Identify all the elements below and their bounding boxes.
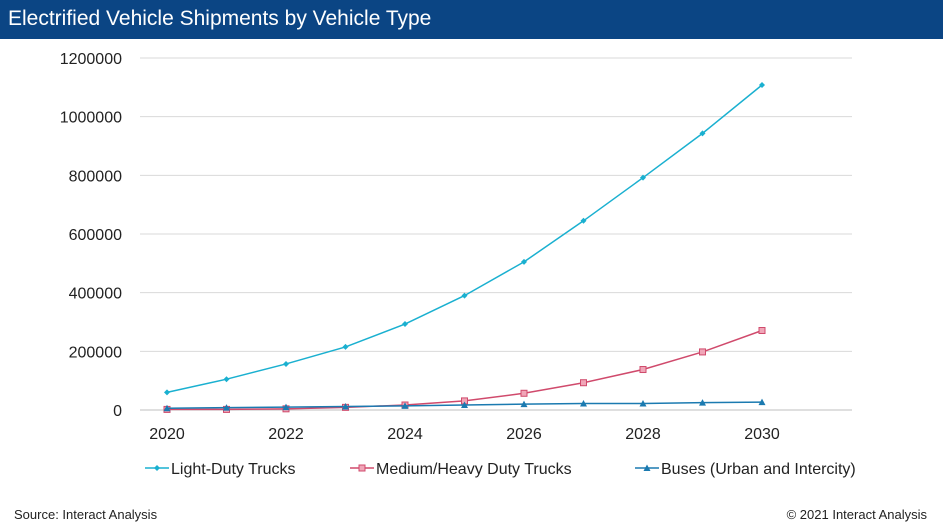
copyright-note: © 2021 Interact Analysis bbox=[786, 507, 927, 522]
data-point bbox=[639, 400, 647, 407]
legend-label: Medium/Heavy Duty Trucks bbox=[376, 461, 572, 478]
x-tick-label: 2026 bbox=[506, 426, 542, 443]
data-point bbox=[163, 404, 171, 412]
y-tick-label: 200000 bbox=[69, 344, 122, 361]
data-point bbox=[164, 389, 170, 396]
data-point bbox=[401, 402, 409, 409]
legend: Light-Duty Trucks Medium/Heavy Duty Truck… bbox=[145, 461, 856, 478]
x-tick-label: 2024 bbox=[387, 426, 423, 443]
y-tick-label: 1200000 bbox=[60, 51, 122, 68]
data-point bbox=[461, 401, 468, 409]
series-group bbox=[163, 327, 766, 413]
legend-label: Light-Duty Trucks bbox=[171, 461, 295, 478]
data-point bbox=[580, 217, 587, 224]
data-point bbox=[358, 464, 366, 472]
data-point bbox=[283, 360, 289, 367]
y-tick-label: 800000 bbox=[69, 168, 122, 185]
x-tick-label: 2030 bbox=[744, 426, 780, 443]
data-point bbox=[580, 379, 587, 387]
legend-item: Buses (Urban and Intercity) bbox=[635, 461, 856, 478]
data-point bbox=[699, 130, 706, 137]
series-group bbox=[164, 81, 765, 396]
series bbox=[163, 81, 766, 413]
data-point bbox=[154, 465, 160, 471]
y-tick-label: 600000 bbox=[69, 227, 122, 244]
data-point bbox=[342, 402, 349, 410]
x-tick-label: 2020 bbox=[149, 426, 185, 443]
line-chart: 0 200000 400000 600000 800000 1000000 1200000 2… bbox=[60, 51, 856, 478]
series-line bbox=[166, 84, 763, 394]
y-tick-label: 400000 bbox=[69, 286, 122, 303]
data-point bbox=[521, 258, 527, 265]
source-note: Source: Interact Analysis bbox=[14, 507, 158, 522]
title-bar: Electrified Vehicle Shipments by Vehicle… bbox=[0, 0, 943, 39]
data-point bbox=[223, 404, 230, 411]
series-group bbox=[163, 398, 766, 412]
data-point bbox=[282, 403, 290, 411]
data-point bbox=[342, 343, 349, 350]
y-tick-label: 0 bbox=[113, 403, 122, 420]
data-point bbox=[461, 292, 468, 299]
x-tick-label: 2028 bbox=[625, 426, 661, 443]
data-point bbox=[699, 348, 706, 356]
legend-item: Light-Duty Trucks bbox=[145, 461, 295, 478]
grid bbox=[140, 57, 852, 352]
page-title: Electrified Vehicle Shipments by Vehicle… bbox=[8, 7, 432, 30]
data-point bbox=[643, 464, 651, 471]
y-tick-label: 1000000 bbox=[60, 110, 122, 127]
data-point bbox=[699, 399, 706, 406]
legend-item: Medium/Heavy Duty Trucks bbox=[350, 461, 572, 478]
axes: 0 200000 400000 600000 800000 1000000 1200000 2… bbox=[60, 51, 852, 443]
data-point bbox=[580, 400, 587, 407]
data-point bbox=[520, 389, 528, 397]
data-point bbox=[223, 376, 230, 383]
data-point bbox=[640, 174, 646, 181]
data-point bbox=[759, 81, 765, 88]
legend-label: Buses (Urban and Intercity) bbox=[661, 461, 856, 478]
data-point bbox=[758, 327, 766, 335]
data-point bbox=[639, 366, 647, 374]
data-point bbox=[758, 398, 766, 406]
data-point bbox=[520, 400, 528, 408]
data-point bbox=[402, 321, 408, 328]
x-tick-label: 2022 bbox=[268, 426, 304, 443]
